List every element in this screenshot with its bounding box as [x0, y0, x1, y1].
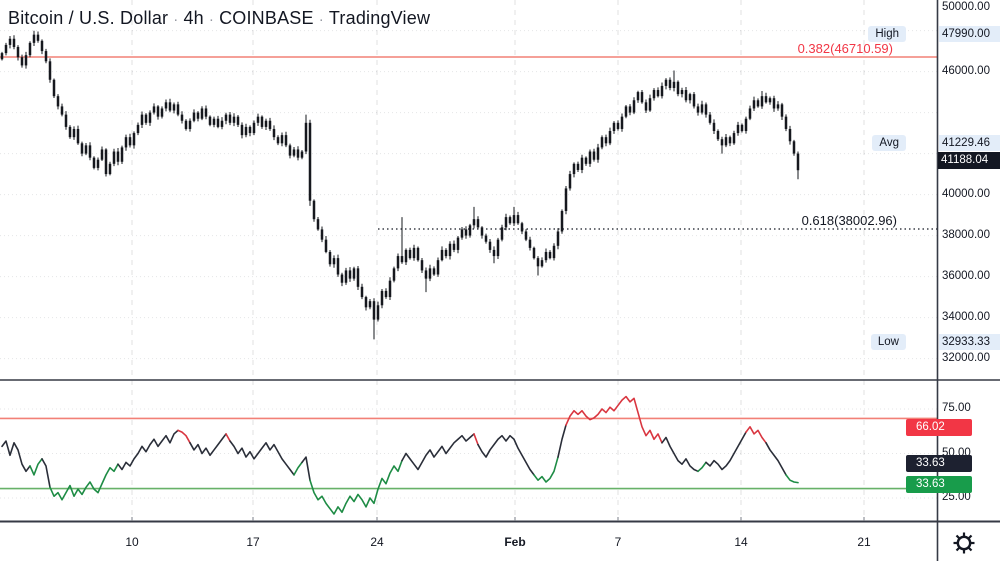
price-axis-tick: 46000.00 [942, 64, 990, 77]
price-axis-tick: 32000.00 [942, 351, 990, 364]
time-axis-label[interactable]: 14 [734, 535, 748, 549]
time-axis-label[interactable]: 7 [614, 535, 622, 549]
exchange-label: COINBASE [219, 8, 314, 28]
oscillator-axis-tick: 25.00 [942, 491, 971, 503]
time-axis-label[interactable]: Feb [504, 535, 526, 549]
vendor-label: TradingView [328, 8, 431, 28]
oscillator-value-badge: 33.63 [906, 455, 972, 472]
time-axis-label[interactable]: 10 [125, 535, 139, 549]
high-marker-badge: High [868, 26, 906, 42]
separator-dot: · [173, 11, 179, 28]
symbol-title: Bitcoin / U.S. Dollar [8, 8, 169, 28]
fib-0382-label[interactable]: 0.382(46710.59) [797, 41, 893, 56]
high-price-label: 47990.00 [939, 26, 1000, 42]
avg-marker-badge: Avg [872, 135, 906, 151]
last-price-badge: 41188.04 [938, 152, 1000, 169]
interval-label: 4h [183, 8, 204, 28]
price-axis-tick: 36000.00 [942, 269, 990, 282]
separator-dot: · [318, 11, 324, 28]
chart-legend[interactable]: Bitcoin / U.S. Dollar · 4h · COINBASE · Tradin… [8, 8, 430, 29]
separator-dot: · [208, 11, 215, 28]
fib-0618-label[interactable]: 0.618(38002.96) [801, 213, 897, 228]
low-price-label: 32933.33 [939, 334, 1000, 350]
price-axis-tick: 50000.00 [942, 1, 990, 13]
price-axis-tick: 38000.00 [942, 228, 990, 241]
upper-band-value-badge: 66.02 [906, 419, 972, 436]
price-axis-tick: 34000.00 [942, 310, 990, 323]
time-axis-label[interactable]: 24 [370, 535, 384, 549]
price-axis-tick: 40000.00 [942, 187, 990, 200]
low-marker-badge: Low [870, 334, 906, 350]
time-axis-label[interactable]: 21 [857, 535, 871, 549]
lower-band-value-badge: 33.63 [906, 476, 972, 493]
time-axis-label[interactable]: 17 [246, 535, 260, 549]
oscillator-axis-tick: 75.00 [942, 402, 971, 414]
avg-price-label: 41229.46 [939, 135, 1000, 151]
